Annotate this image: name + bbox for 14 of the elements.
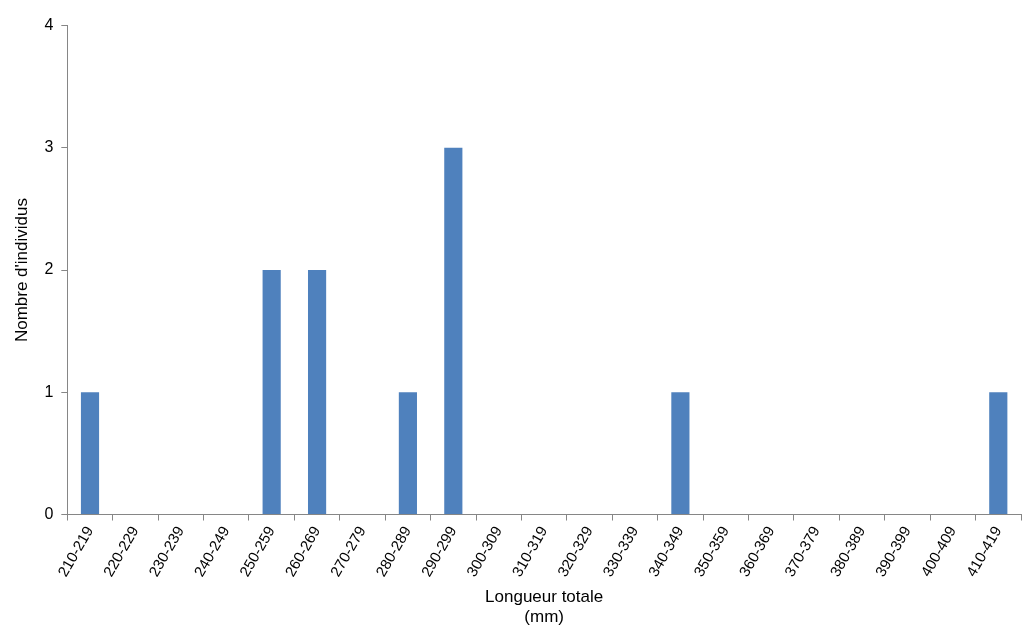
y-tick-label: 1 (44, 382, 54, 400)
x-axis-title: Longueur totale (mm) (485, 587, 604, 627)
bar (989, 392, 1008, 515)
y-axis-title: Nombre d'individus (11, 198, 31, 343)
bar (398, 392, 417, 515)
y-tick-label: 4 (44, 16, 54, 34)
y-tick-label: 0 (44, 504, 54, 522)
bar (671, 392, 690, 515)
y-tick-label: 3 (44, 138, 54, 156)
bar (80, 392, 100, 515)
bar (262, 270, 281, 515)
bar (308, 270, 327, 515)
y-tick-label: 2 (44, 260, 54, 278)
bar (444, 147, 463, 515)
